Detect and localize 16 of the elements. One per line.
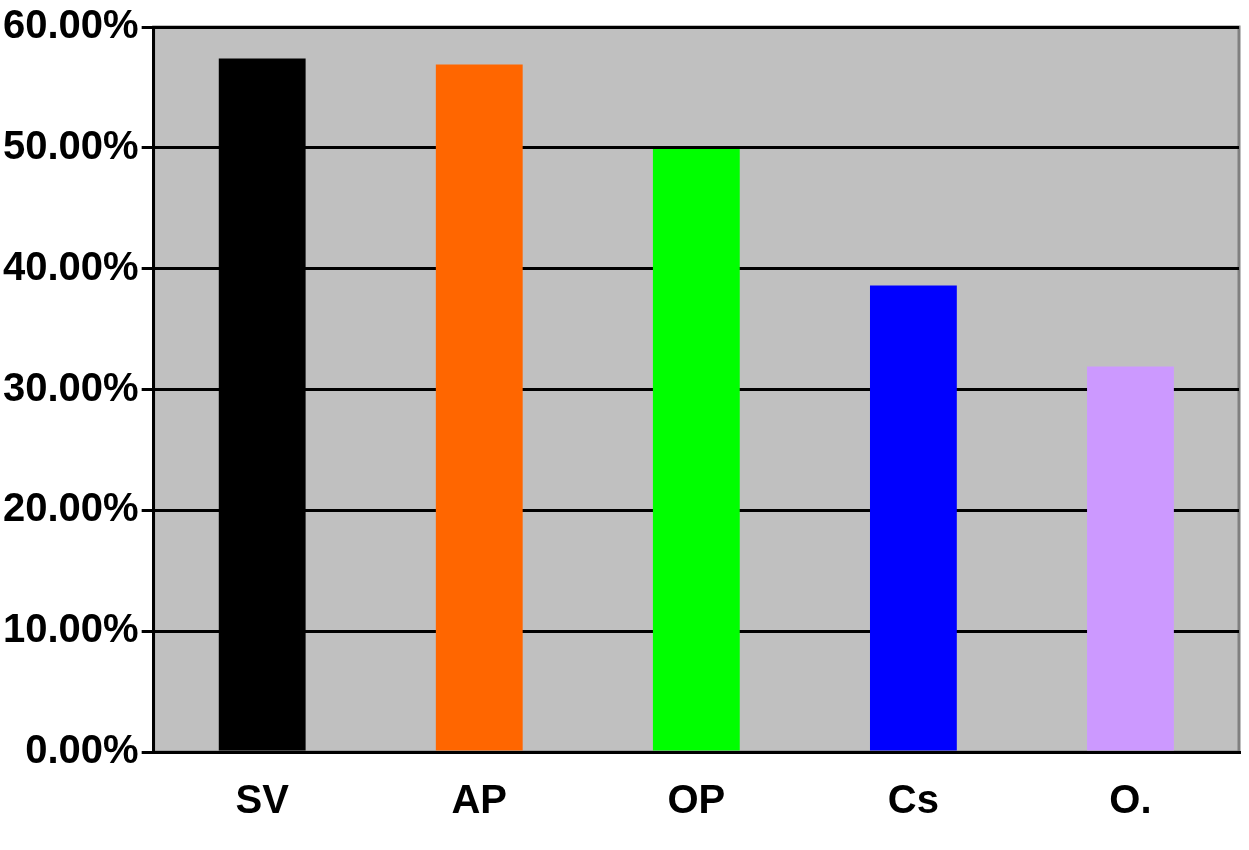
y-tick-label: 40.00% <box>2 243 139 288</box>
x-tick-label: SV <box>235 777 290 822</box>
y-tick-label: 30.00% <box>2 364 139 409</box>
x-tick-label: Cs <box>887 777 939 822</box>
y-tick-label: 0.00% <box>25 727 139 772</box>
bar <box>1087 366 1174 751</box>
x-tick-label: O. <box>1109 777 1152 822</box>
bar <box>869 285 957 751</box>
bar <box>435 64 523 751</box>
x-tick-label: AP <box>451 777 508 822</box>
y-tick-label: 60.00% <box>2 2 139 47</box>
y-tick-label: 10.00% <box>2 606 139 651</box>
bar <box>652 149 740 751</box>
y-tick-label: 50.00% <box>2 122 139 167</box>
x-tick-label: OP <box>667 777 726 822</box>
y-tick-label: 20.00% <box>2 485 139 530</box>
